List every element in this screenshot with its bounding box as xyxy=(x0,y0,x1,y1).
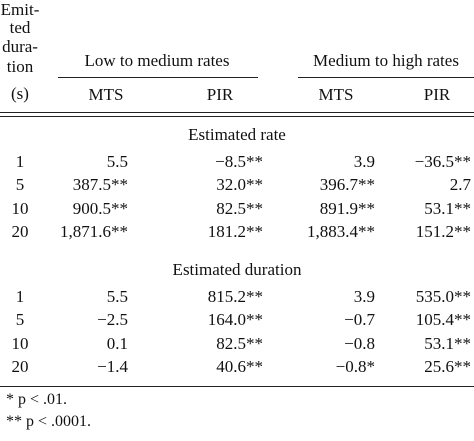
column-header: PIR xyxy=(206,85,234,104)
table-cell: 25.6** xyxy=(424,356,471,376)
table-cell: −2.5 xyxy=(97,310,128,330)
table-cell: 3.9 xyxy=(353,287,375,306)
table-cell: −0.7 xyxy=(344,310,375,330)
table-cell: 181.2** xyxy=(207,221,263,241)
row-label: 10 xyxy=(11,198,29,218)
bottom-rule xyxy=(0,386,474,387)
table-cell: 1,883.4** xyxy=(307,221,375,241)
table-cell: 105.4** xyxy=(415,310,471,330)
table-cell: 387.5** xyxy=(72,175,128,195)
section-title: Estimated rate xyxy=(188,125,286,144)
section-title: Estimated duration xyxy=(172,260,302,279)
table-cell: 53.1** xyxy=(424,333,471,353)
table-cell: 40.6** xyxy=(216,356,263,376)
table-cell: 32.0** xyxy=(216,175,263,195)
table-cell: 815.2** xyxy=(207,287,263,306)
table-cell: 53.1** xyxy=(424,198,471,218)
row-label: 10 xyxy=(11,333,29,353)
table-cell: 0.1 xyxy=(106,333,128,353)
header-rule xyxy=(0,112,474,113)
table-cell: 82.5** xyxy=(216,198,263,218)
stub-header: dura- xyxy=(2,37,38,56)
row-label: 1 xyxy=(15,287,25,306)
table-cell: −0.8* xyxy=(335,356,375,376)
table-cell: 535.0** xyxy=(415,287,471,306)
table-cell: 891.9** xyxy=(319,198,375,218)
table-cell: 1,871.6** xyxy=(60,221,128,241)
row-label: 1 xyxy=(15,152,25,171)
group-rule xyxy=(298,77,474,78)
table-cell: 164.0** xyxy=(207,310,263,330)
column-header: MTS xyxy=(318,85,354,104)
footnote: ** p < .0001. xyxy=(6,413,92,430)
column-header: MTS xyxy=(88,85,124,104)
stub-header: (s) xyxy=(11,84,29,103)
table-cell: −8.5** xyxy=(215,152,263,171)
table-cell: 151.2** xyxy=(415,221,471,241)
footnote: * p < .01. xyxy=(6,391,68,408)
table-cell: −1.4 xyxy=(97,356,128,376)
table-cell: 900.5** xyxy=(72,198,128,218)
stub-header: tion xyxy=(6,57,34,76)
header-rule xyxy=(0,116,474,117)
stub-header: Emit- xyxy=(0,0,40,19)
stub-header: ted xyxy=(9,18,31,37)
table-cell: 2.7 xyxy=(449,175,471,195)
table-cell: 5.5 xyxy=(106,287,128,306)
table-cell: 396.7** xyxy=(319,175,375,195)
table-cell: −36.5** xyxy=(414,152,471,171)
row-label: 20 xyxy=(11,356,29,376)
group-header: Low to medium rates xyxy=(84,51,230,70)
table-cell: 82.5** xyxy=(216,333,263,353)
table-cell: 3.9 xyxy=(353,152,375,171)
table-cell: 5.5 xyxy=(106,152,128,171)
table-cell: −0.8 xyxy=(344,333,375,353)
row-label: 5 xyxy=(15,175,25,195)
group-rule xyxy=(58,77,258,78)
row-label: 20 xyxy=(11,221,29,241)
row-label: 5 xyxy=(15,310,25,330)
group-header: Medium to high rates xyxy=(313,51,459,70)
column-header: PIR xyxy=(423,85,451,104)
